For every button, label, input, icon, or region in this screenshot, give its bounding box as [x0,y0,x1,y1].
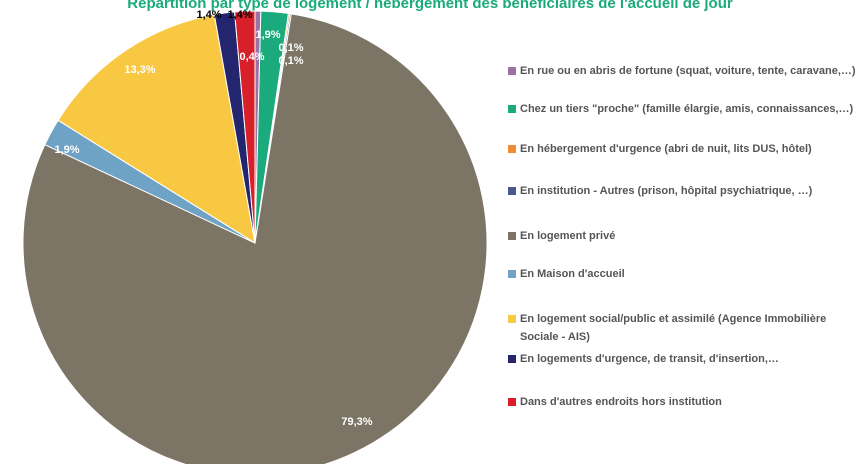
legend-entry: En Maison d'accueil [508,265,857,283]
pie-slice [57,14,256,245]
data-label: 0,4% [239,51,264,63]
data-label: 1,9% [54,144,79,156]
legend-entry: En rue ou en abris de fortune (squat, vo… [508,62,857,80]
legend-label: Chez un tiers "proche" (famille élargie,… [520,103,854,115]
legend-label: En logement social/public et assimilé (A… [520,313,827,343]
legend-entry: En logements d'urgence, de transit, d'in… [508,350,857,368]
chart-title: Répartition par type de logement / héber… [127,0,733,12]
data-label: 1,4% [227,9,252,21]
legend-label: En logement privé [520,230,616,242]
data-label: 1,4% [196,9,221,21]
legend-entry: Chez un tiers "proche" (famille élargie,… [508,100,857,118]
legend-swatch [508,232,516,240]
legend-label: En hébergement d'urgence (abri de nuit, … [520,143,812,155]
data-label: 79,3% [341,416,372,428]
legend-swatch [508,145,516,153]
legend-entry: En logement privé [508,227,857,245]
legend-swatch [508,315,516,323]
pie-slice [234,10,256,244]
legend-swatch [508,398,516,406]
data-label: 1,9% [255,29,280,41]
data-label: 0,1% [278,42,303,54]
legend-swatch [508,270,516,278]
data-label: 0,1% [278,55,303,67]
legend-label: En rue ou en abris de fortune (squat, vo… [520,65,856,77]
data-label: 13,3% [124,64,155,76]
pie-slice [22,13,488,464]
legend-entry: En institution - Autres (prison, hôpital… [508,182,857,200]
legend-label: En institution - Autres (prison, hôpital… [520,185,813,197]
legend-swatch [508,187,516,195]
legend-swatch [508,67,516,75]
legend-entry: Dans d'autres endroits hors institution [508,393,857,411]
legend-label: En logements d'urgence, de transit, d'in… [520,353,779,365]
legend-swatch [508,355,516,363]
legend-label: Dans d'autres endroits hors institution [520,396,722,408]
legend-swatch [508,105,516,113]
legend-label: En Maison d'accueil [520,268,625,280]
legend-entry: En logement social/public et assimilé (A… [508,310,857,346]
legend-entry: En hébergement d'urgence (abri de nuit, … [508,140,857,158]
